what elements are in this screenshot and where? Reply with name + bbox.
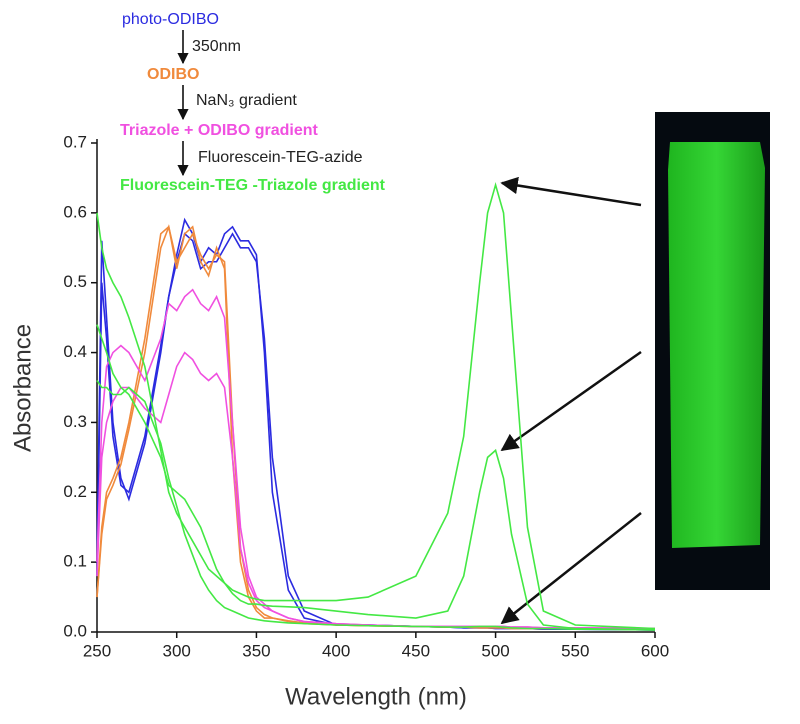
step-label: photo-ODIBO <box>122 11 219 28</box>
x-tick-label: 550 <box>561 641 589 660</box>
x-axis-label: Wavelength (nm) <box>285 683 467 710</box>
y-tick-label: 0.1 <box>63 552 87 571</box>
x-tick-label: 300 <box>163 641 191 660</box>
pointer-arrow <box>500 176 642 207</box>
step-label: Triazole + ODIBO gradient <box>120 122 318 139</box>
spectrum-line <box>96 351 656 630</box>
y-tick-label: 0.5 <box>63 272 87 291</box>
x-tick-label: 400 <box>322 641 350 660</box>
spectrum-line <box>96 181 656 630</box>
step-label: ODIBO <box>147 66 199 83</box>
step-label: Fluorescein-TEG -Triazole gradient <box>120 177 386 194</box>
y-tick-label: 0.2 <box>63 482 87 501</box>
spectrum-line <box>96 288 656 630</box>
y-axis-label: Absorbance <box>9 324 36 452</box>
x-tick-label: 350 <box>242 641 270 660</box>
pointer-arrow <box>500 512 642 625</box>
plot-area: 0.0 0.1 0.2 0.3 0.4 0.5 0.6 0.7 250 300 350 400 450 5… <box>63 132 669 660</box>
y-tick-label: 0.4 <box>63 342 87 361</box>
y-tick-label: 0.7 <box>63 132 87 151</box>
x-tick-label: 500 <box>481 641 509 660</box>
x-tick-label: 600 <box>641 641 669 660</box>
reagent-label: 350nm <box>192 38 241 55</box>
spectrum-line <box>96 324 656 631</box>
pointer-arrow <box>500 350 642 452</box>
reagent-label: Fluorescein-TEG-azide <box>198 149 363 166</box>
y-tick-label: 0.0 <box>63 621 87 640</box>
reagent-label: NaN₃ gradient <box>196 92 297 109</box>
spectrum-line <box>96 380 656 631</box>
spectrum-line <box>96 232 656 631</box>
cuvette-glow <box>668 142 765 548</box>
x-tick-label: 450 <box>402 641 430 660</box>
y-tick-label: 0.3 <box>63 412 87 431</box>
y-tick-label: 0.6 <box>63 202 87 221</box>
x-tick-label: 250 <box>83 641 111 660</box>
